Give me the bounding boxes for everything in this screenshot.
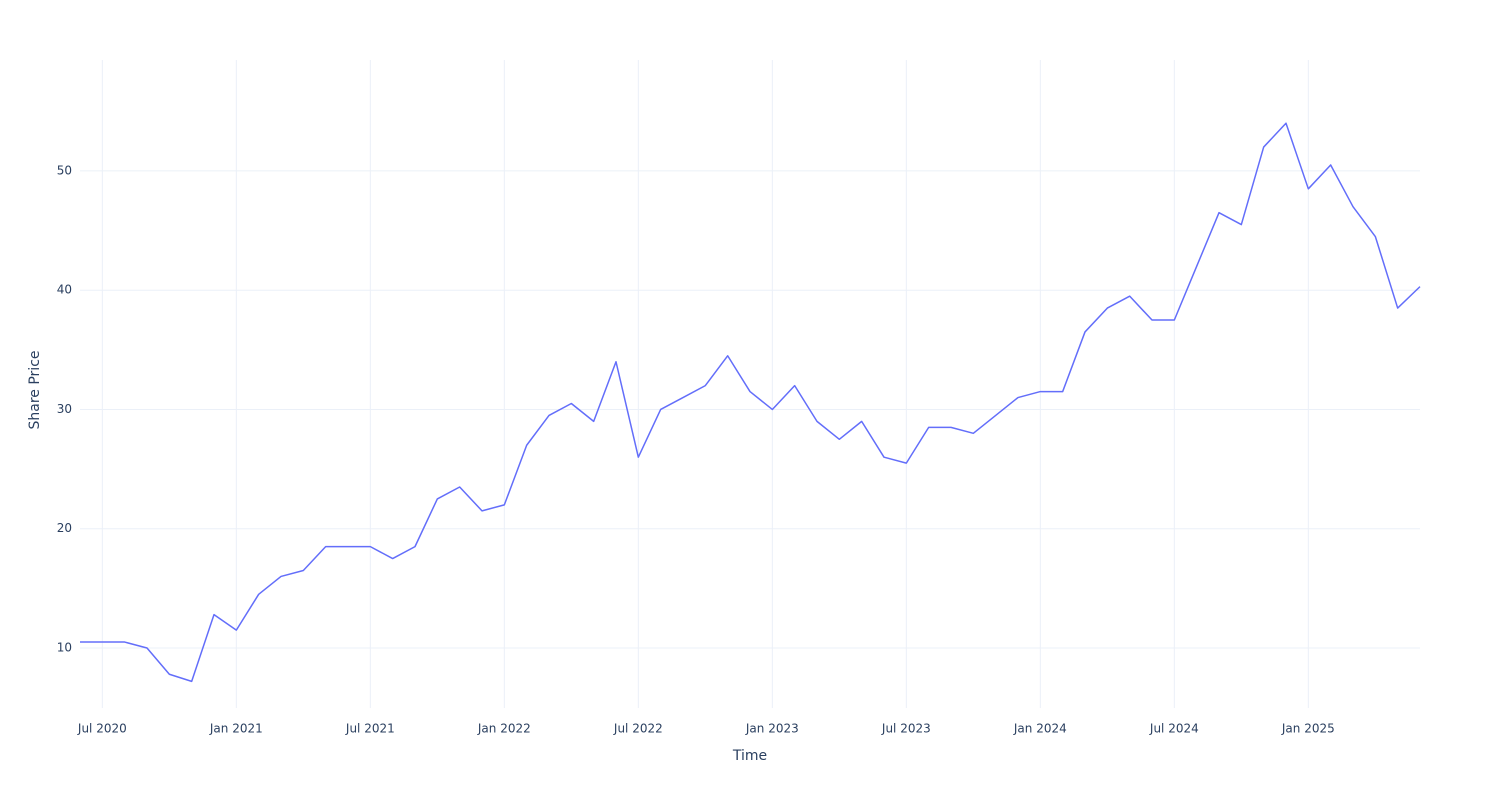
x-axis-title: Time <box>732 748 767 764</box>
x-tick-label: Jul 2020 <box>77 722 127 736</box>
x-tick-label: Jul 2023 <box>881 722 931 736</box>
y-axis-title: Share Price <box>27 350 43 429</box>
price-line <box>80 122 1421 683</box>
x-tick-label: Jan 2022 <box>477 722 531 736</box>
y-tick-label: 50 <box>57 163 72 177</box>
x-tick-label: Jan 2021 <box>209 722 263 736</box>
x-tick-label: Jan 2025 <box>1281 722 1335 736</box>
x-tick-label: Jan 2024 <box>1013 722 1067 736</box>
x-tick-label: Jul 2021 <box>345 722 395 736</box>
y-tick-label: 10 <box>57 641 72 655</box>
x-tick-label: Jul 2022 <box>613 722 663 736</box>
y-tick-label: 20 <box>57 521 72 535</box>
x-tick-label: Jan 2023 <box>745 722 799 736</box>
y-tick-label: 30 <box>57 402 72 416</box>
y-tick-label: 40 <box>57 283 72 297</box>
x-tick-label: Jul 2024 <box>1149 722 1199 736</box>
